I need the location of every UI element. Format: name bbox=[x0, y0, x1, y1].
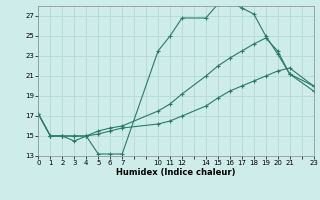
X-axis label: Humidex (Indice chaleur): Humidex (Indice chaleur) bbox=[116, 168, 236, 177]
